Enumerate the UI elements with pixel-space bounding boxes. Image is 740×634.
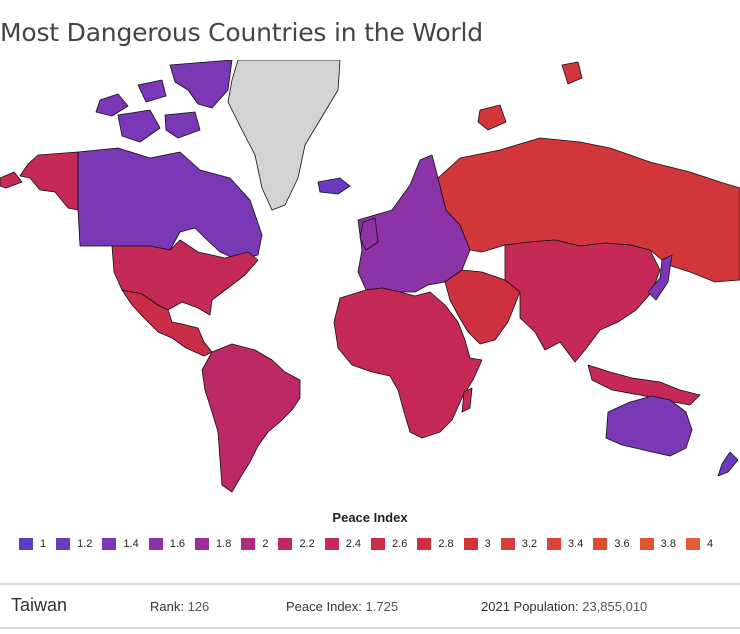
rank-value: 126 [187,599,210,614]
world-map[interactable] [0,60,740,500]
population-label: 2021 Population: [481,599,579,614]
legend-item[interactable]: 2.8 [417,538,454,550]
rank-stat: Rank: 126 [150,599,209,614]
legend-title: Peace Index [332,510,408,525]
region-south-america[interactable] [201,343,301,493]
legend-swatch [19,538,33,550]
region-russia-arctic[interactable] [477,104,507,131]
legend-swatch [417,538,432,550]
legend-item[interactable]: 3 [463,538,491,550]
legend-label: 2.6 [392,538,408,550]
region-iceland[interactable] [317,177,351,195]
legend-item[interactable]: 2.6 [371,538,407,550]
legend-swatch [685,538,700,550]
legend-label: 1.2 [77,538,93,550]
legend-item[interactable]: 2.2 [278,538,315,550]
legend-label: 1.6 [169,538,186,550]
rank-label: Rank: [150,599,184,614]
region-australia[interactable] [605,395,693,457]
legend-swatch [102,538,117,550]
region-canada-arctic-1[interactable] [169,60,233,109]
legend: 1 1.2 1.4 1.6 1.8 2 2.2 2.4 2.6 2.8 3 3.2 3.4 3.6 3.8 4 [19,536,723,552]
world-map-svg[interactable] [0,60,740,500]
country-name: Taiwan [11,595,68,615]
region-canada-arctic-2[interactable] [117,109,161,143]
legend-item[interactable]: 3.2 [500,538,538,550]
legend-item[interactable]: 2.4 [324,538,362,550]
legend-item[interactable]: 1.8 [195,538,231,550]
legend-item[interactable]: 1.2 [56,538,92,550]
peace-index-value: 1.725 [365,599,399,614]
legend-swatch [324,538,339,550]
region-greenland[interactable] [227,60,341,211]
legend-swatch [241,538,256,550]
region-madagascar[interactable] [461,387,473,413]
region-se-asia[interactable] [587,364,701,406]
region-new-zealand[interactable] [717,451,739,477]
legend-item[interactable]: 3.6 [593,538,630,550]
region-canada-arctic-3[interactable] [95,93,129,117]
region-canada[interactable] [77,147,263,261]
region-russia-north[interactable] [561,61,583,85]
legend-label: 3.6 [614,538,630,550]
legend-item[interactable]: 3.4 [547,538,583,550]
legend-label: 2.8 [438,538,454,550]
legend-swatch [195,538,210,550]
legend-label: 3 [484,538,491,550]
legend-label: 2 [262,538,269,550]
legend-item[interactable]: 3.8 [639,538,676,550]
legend-swatch [148,538,163,550]
legend-label: 4 [706,538,714,550]
legend-swatch [500,538,515,550]
legend-item[interactable]: 1.4 [102,538,139,550]
chart-title: Most Dangerous Countries in the World [0,18,483,47]
region-middle-east[interactable] [444,269,521,345]
legend-swatch [463,538,478,550]
legend-label: 1.8 [216,538,232,550]
region-asia[interactable] [504,239,661,363]
region-japan[interactable] [647,254,673,301]
legend-label: 2.4 [345,538,362,550]
peace-index-stat: Peace Index: 1.725 [286,599,398,614]
population-value: 23,855,010 [582,599,648,614]
region-mexico[interactable] [121,289,213,357]
legend-swatch [639,538,654,550]
legend-label: 3.8 [660,538,676,550]
legend-swatch [278,538,293,550]
region-africa[interactable] [333,287,483,439]
selected-country-panel: Taiwan Rank: 126 Peace Index: 1.725 2021… [0,583,740,629]
legend-label: 1 [40,538,47,550]
legend-swatch [56,538,71,550]
legend-swatch [547,538,562,550]
legend-swatch [593,538,608,550]
legend-label: 2.2 [299,538,315,550]
region-alaska[interactable] [19,151,79,211]
region-canada-arctic-4[interactable] [164,111,201,139]
population-stat: 2021 Population: 23,855,010 [481,599,647,614]
legend-item[interactable]: 4 [685,538,714,550]
region-alaska-west[interactable] [0,171,23,189]
region-russia[interactable] [437,137,740,283]
legend-label: 3.2 [521,538,538,550]
peace-index-label: Peace Index: [286,599,362,614]
legend-item[interactable]: 1 [19,538,46,550]
legend-item[interactable]: 1.6 [148,538,186,550]
legend-label: 3.4 [568,538,584,550]
region-canada-arctic-5[interactable] [137,79,167,103]
legend-item[interactable]: 2 [241,538,268,550]
legend-swatch [371,538,386,550]
region-uk[interactable] [359,217,379,251]
legend-label: 1.4 [123,538,139,550]
